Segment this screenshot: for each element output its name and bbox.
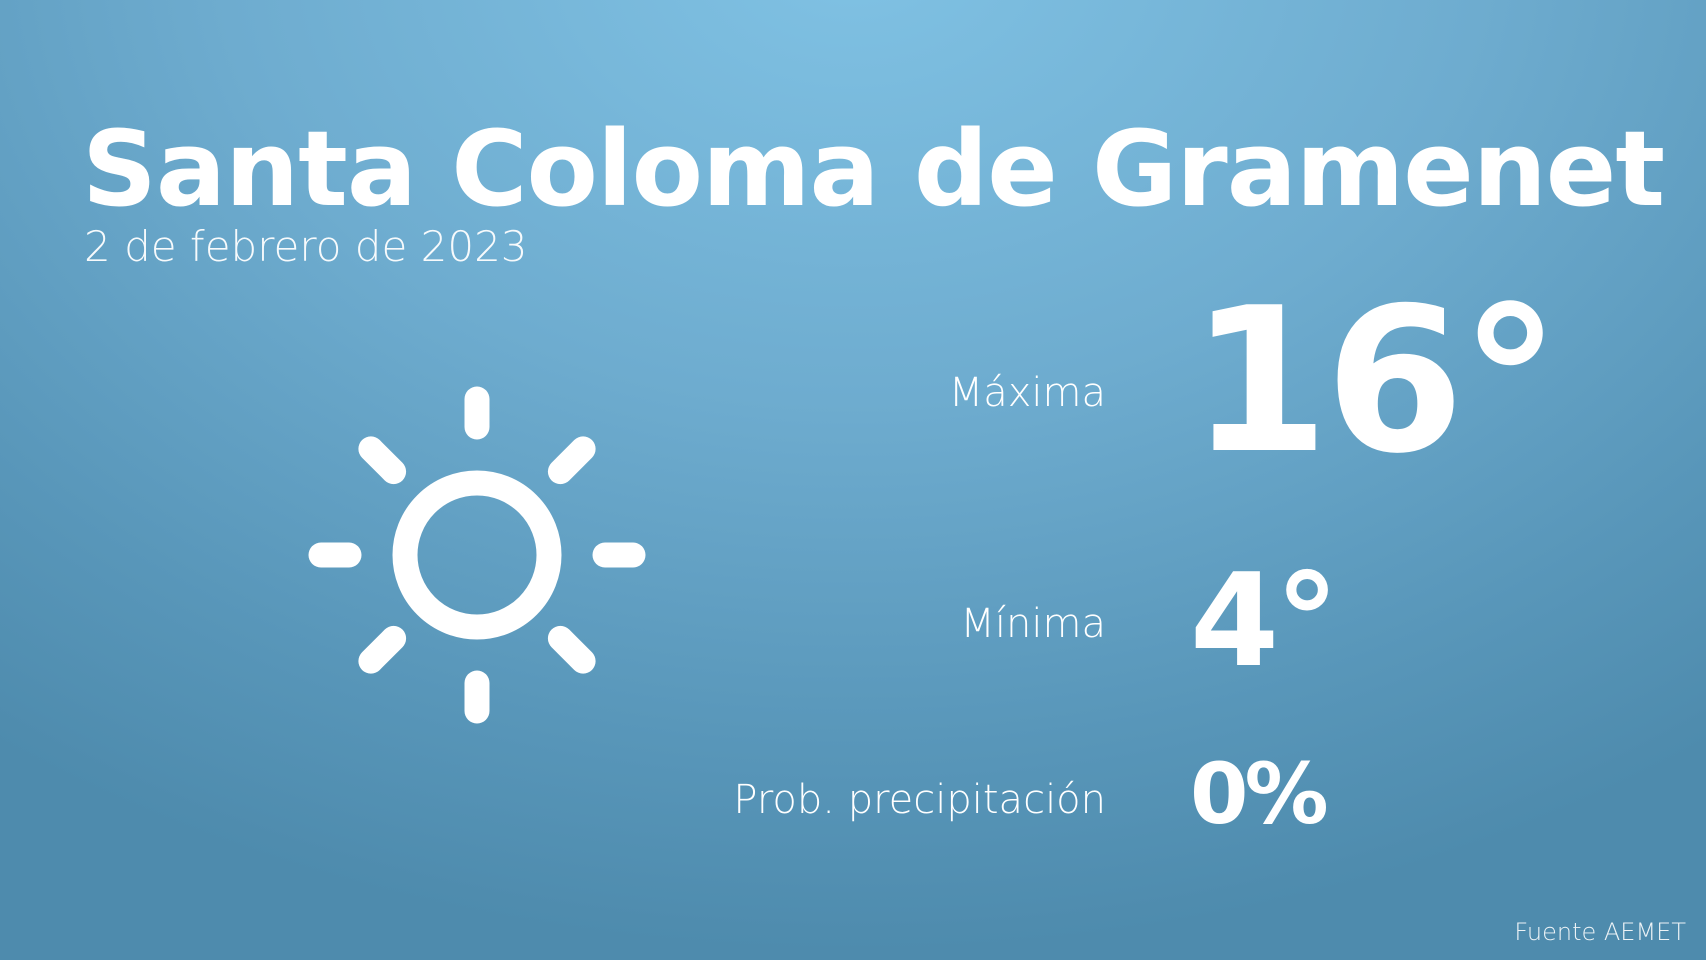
precip-prob-value: 0%	[1190, 745, 1329, 843]
max-temp-value: 16°	[1190, 265, 1560, 498]
sun-ray	[358, 625, 407, 674]
sun-icon	[308, 386, 646, 724]
max-temp-label: Máxima	[948, 370, 1106, 416]
sun-disc	[392, 470, 562, 640]
sun-ray	[358, 436, 407, 485]
forecast-date: 2 de febrero de 2023	[84, 222, 528, 271]
location-title: Santa Coloma de Gramenet	[82, 108, 1665, 230]
min-temp-value: 4°	[1190, 547, 1339, 696]
sun-ray	[547, 436, 596, 485]
data-source: Fuente AEMET	[1514, 918, 1686, 946]
precip-prob-label: Prob. precipitación	[733, 777, 1106, 823]
sun-ray	[547, 625, 596, 674]
min-temp-label: Mínima	[960, 601, 1106, 647]
